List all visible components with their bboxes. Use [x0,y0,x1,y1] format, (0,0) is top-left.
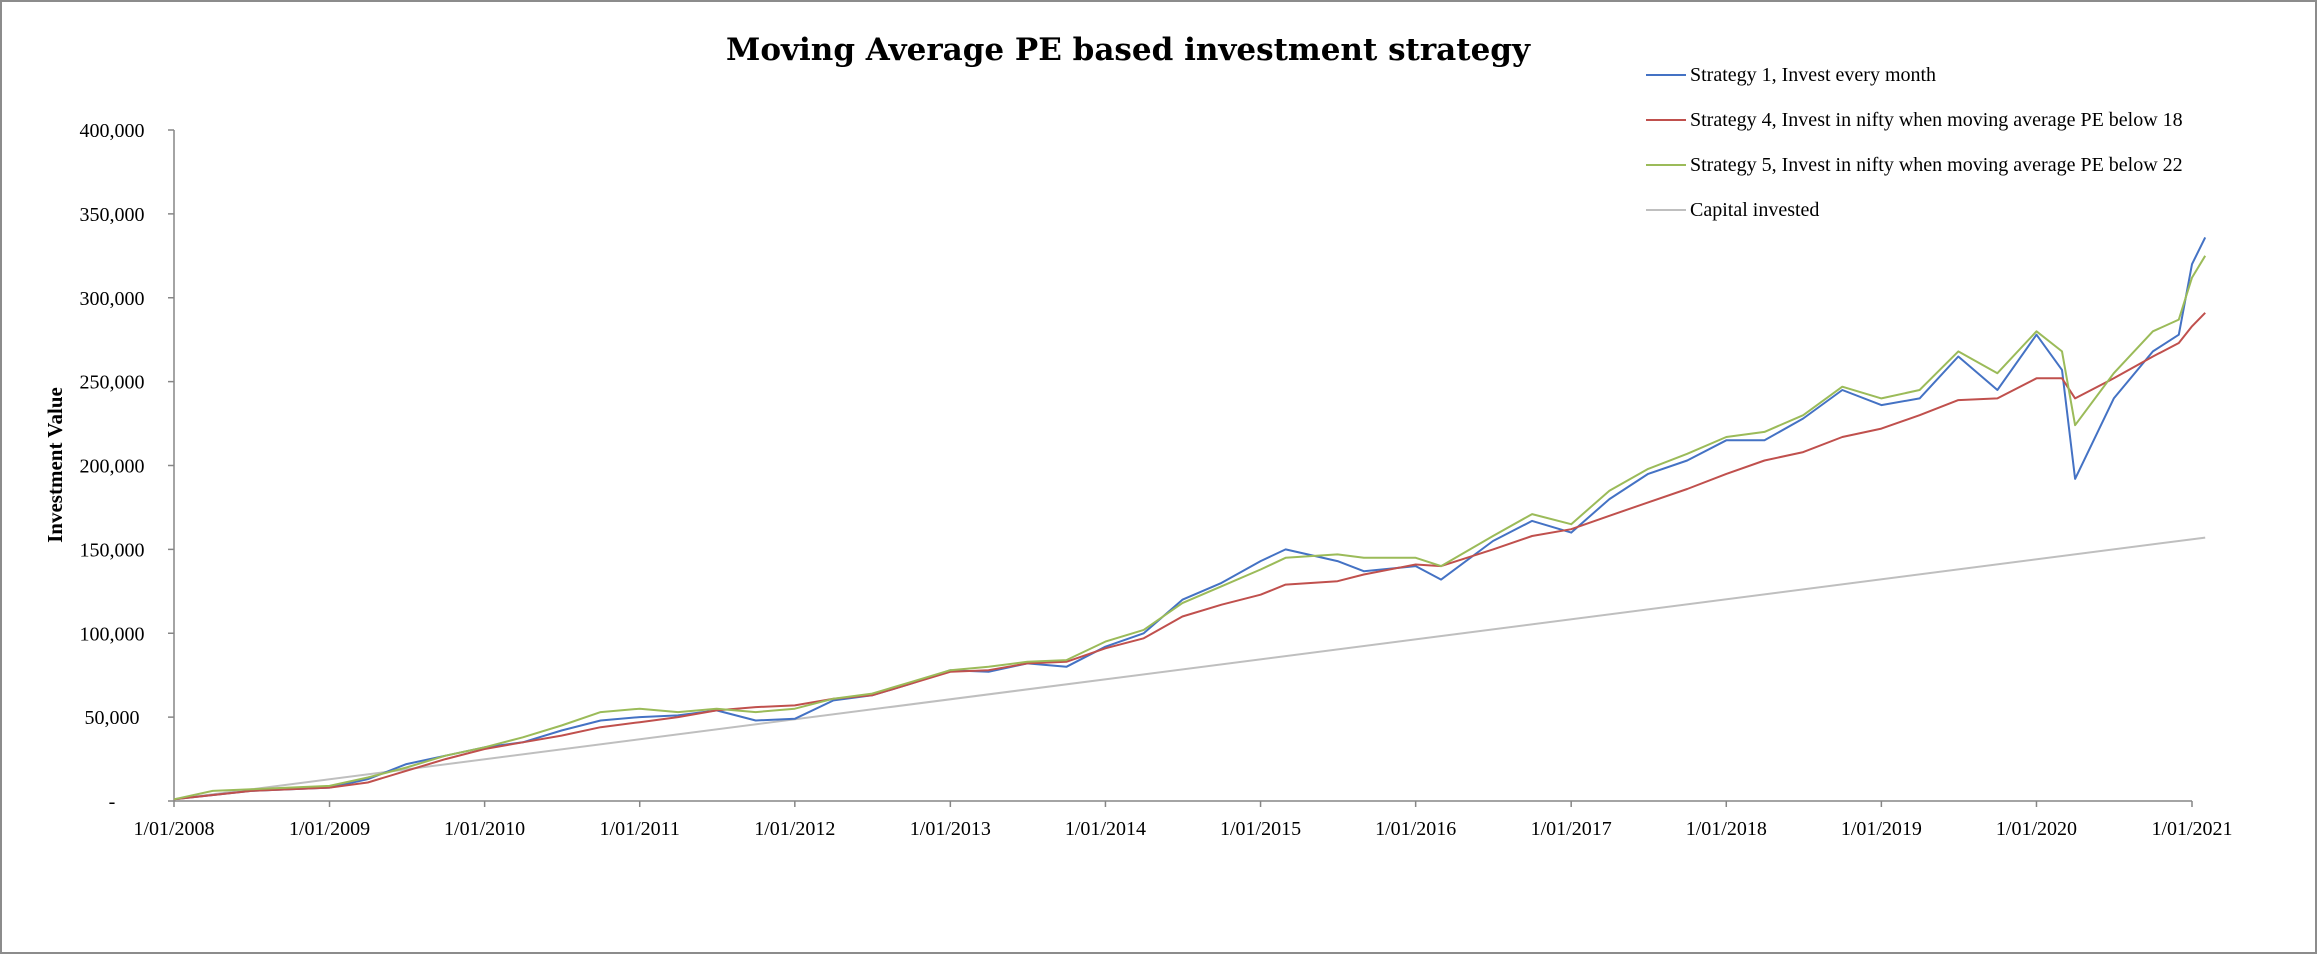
y-tick-label: 250,000 [80,372,145,394]
x-tick-label: 1/01/2010 [444,818,525,840]
y-tick-label: 300,000 [80,288,145,310]
x-axis-ticks: 1/01/2008 1/01/2009 1/01/2010 1/01/2011 1/01… [133,801,2233,840]
y-axis-label: Investment Value [43,387,67,543]
x-tick-label: 1/01/2013 [910,818,991,840]
series-line-2 [173,312,2206,801]
y-tick-label: - [109,791,116,813]
legend-label: Strategy 5, Invest in nifty when moving … [1690,154,2183,176]
x-tick-label: 1/01/2021 [2151,818,2232,840]
x-tick-label: 1/01/2019 [1841,818,1922,840]
x-tick-label: 1/01/2014 [1065,818,1146,840]
axes [173,130,2192,802]
y-tick-label: 200,000 [80,456,145,478]
legend-label: Capital invested [1690,199,1819,221]
y-tick-label: 400,000 [80,120,145,142]
series-line-4 [173,536,2206,801]
y-axis-ticks: - 50,000 100,000 150,000 200,000 250,000 300,0… [80,120,174,813]
x-tick-label: 1/01/2017 [1531,818,1612,840]
series-line-3 [173,255,2207,801]
x-tick-label: 1/01/2008 [133,818,214,840]
series-line-1 [173,236,2207,801]
x-tick-label: 1/01/2018 [1686,818,1767,840]
x-tick-label: 1/01/2012 [754,818,835,840]
chart-title: Moving Average PE based investment strat… [726,32,1531,68]
y-tick-label: 100,000 [80,623,145,645]
x-tick-label: 1/01/2020 [1996,818,2077,840]
legend-label: Strategy 1, Invest every month [1690,64,1936,86]
series-lines [173,236,2207,801]
x-tick-label: 1/01/2016 [1375,818,1456,840]
y-tick-label: 50,000 [85,707,140,729]
legend-label: Strategy 4, Invest in nifty when moving … [1690,109,2183,131]
x-tick-label: 1/01/2015 [1220,818,1301,840]
x-tick-label: 1/01/2009 [289,818,370,840]
y-tick-label: 350,000 [80,204,145,226]
x-tick-label: 1/01/2011 [600,818,680,840]
y-tick-label: 150,000 [80,539,145,561]
legend: Strategy 1, Invest every month Strategy 4… [1646,64,2183,221]
